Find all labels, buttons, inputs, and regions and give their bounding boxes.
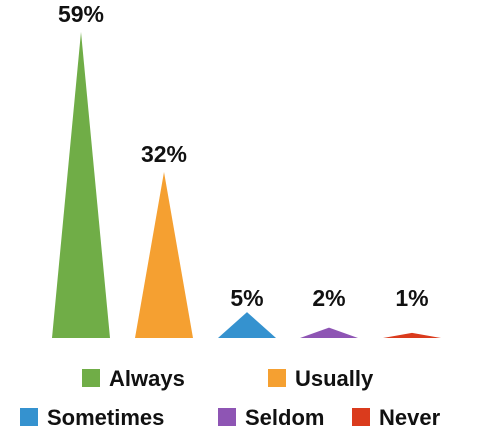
legend-item-never: Never — [352, 405, 441, 430]
legend-swatch-seldom — [218, 408, 236, 426]
bar-seldom — [300, 327, 358, 338]
legend-item-usually: Usually — [268, 366, 374, 391]
data-label-never: 1% — [395, 285, 428, 311]
bar-sometimes — [218, 312, 276, 338]
legend-label-never: Never — [379, 405, 441, 430]
legend: Always Usually Sometimes Seldom Never — [20, 366, 441, 430]
legend-swatch-always — [82, 369, 100, 387]
bars-layer — [52, 32, 441, 338]
legend-label-usually: Usually — [295, 366, 374, 391]
legend-label-seldom: Seldom — [245, 405, 324, 430]
legend-item-always: Always — [82, 366, 185, 391]
legend-item-sometimes: Sometimes — [20, 405, 164, 430]
bar-never — [383, 332, 441, 338]
bar-usually — [135, 172, 193, 338]
bar-always — [52, 32, 110, 338]
legend-item-seldom: Seldom — [218, 405, 324, 430]
data-labels-layer: 59% 32% 5% 2% 1% — [58, 1, 429, 311]
data-label-always: 59% — [58, 1, 104, 27]
legend-label-always: Always — [109, 366, 185, 391]
legend-label-sometimes: Sometimes — [47, 405, 164, 430]
legend-swatch-usually — [268, 369, 286, 387]
legend-swatch-sometimes — [20, 408, 38, 426]
data-label-sometimes: 5% — [230, 285, 263, 311]
legend-swatch-never — [352, 408, 370, 426]
data-label-seldom: 2% — [312, 285, 345, 311]
data-label-usually: 32% — [141, 141, 187, 167]
